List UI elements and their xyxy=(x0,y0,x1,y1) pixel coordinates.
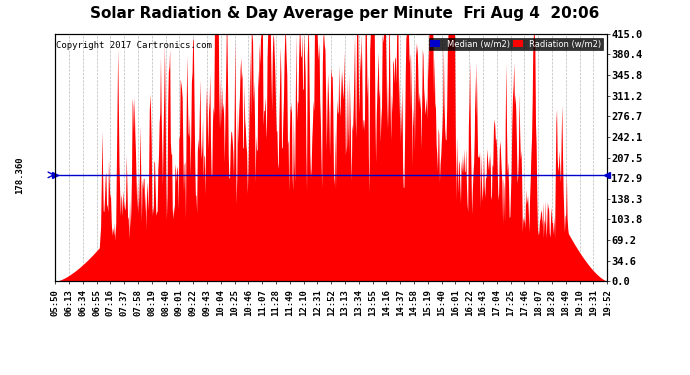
Legend: Median (w/m2), Radiation (w/m2): Median (w/m2), Radiation (w/m2) xyxy=(428,38,603,50)
Text: 178.360: 178.360 xyxy=(14,156,24,194)
Text: Solar Radiation & Day Average per Minute  Fri Aug 4  20:06: Solar Radiation & Day Average per Minute… xyxy=(90,6,600,21)
Text: Copyright 2017 Cartronics.com: Copyright 2017 Cartronics.com xyxy=(57,41,213,50)
